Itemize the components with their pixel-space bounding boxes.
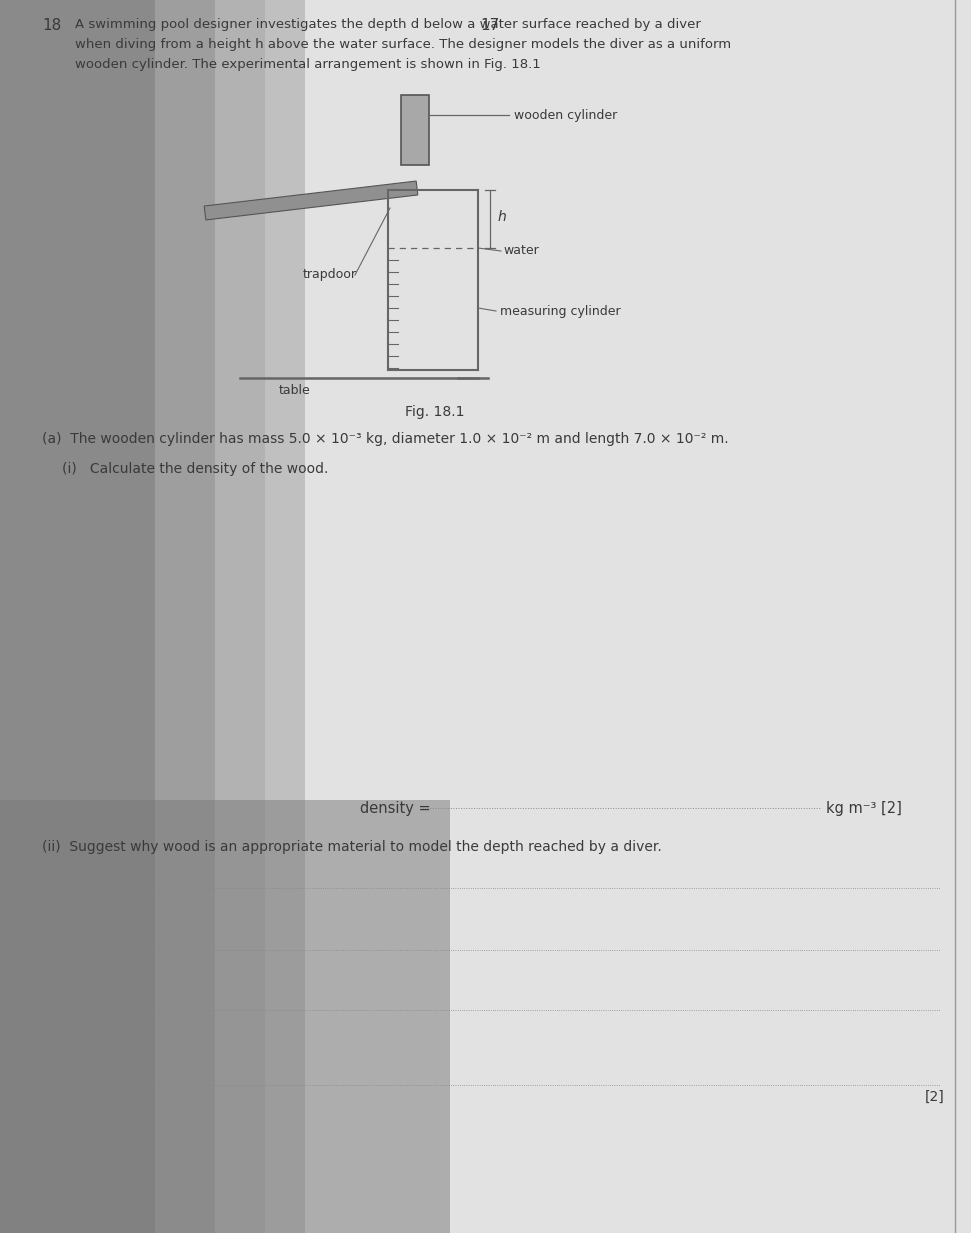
Text: h: h (498, 210, 507, 224)
Text: Fig. 18.1: Fig. 18.1 (405, 404, 465, 419)
Bar (0, 800, 450, 1233)
Bar (155, 0, 215, 1233)
Text: [2]: [2] (925, 1090, 945, 1104)
Bar (401, 95, 429, 165)
Text: trapdoor: trapdoor (303, 268, 357, 281)
Text: kg m⁻³ [2]: kg m⁻³ [2] (826, 800, 902, 815)
Text: 17: 17 (481, 18, 500, 33)
Text: 18: 18 (42, 18, 61, 33)
Text: (ii)  Suggest why wood is an appropriate material to model the depth reached by : (ii) Suggest why wood is an appropriate … (42, 840, 662, 854)
Bar (215, 0, 265, 1233)
Text: table: table (279, 383, 311, 397)
Text: when diving from a height h above the water surface. The designer models the div: when diving from a height h above the wa… (75, 38, 731, 51)
Text: (i)   Calculate the density of the wood.: (i) Calculate the density of the wood. (62, 462, 328, 476)
Text: A swimming pool designer investigates the depth d below a water surface reached : A swimming pool designer investigates th… (75, 18, 701, 31)
Text: (a)  The wooden cylinder has mass 5.0 × 10⁻³ kg, diameter 1.0 × 10⁻² m and lengt: (a) The wooden cylinder has mass 5.0 × 1… (42, 432, 728, 446)
Polygon shape (204, 181, 418, 219)
Text: wooden cylinder. The experimental arrangement is shown in Fig. 18.1: wooden cylinder. The experimental arrang… (75, 58, 541, 72)
Text: density =: density = (360, 800, 435, 815)
Bar (305, 0, 971, 1233)
Text: wooden cylinder: wooden cylinder (514, 109, 618, 122)
Bar (265, 0, 305, 1233)
Text: measuring cylinder: measuring cylinder (500, 305, 620, 318)
Text: water: water (503, 244, 539, 258)
Bar (0, 0, 155, 1233)
